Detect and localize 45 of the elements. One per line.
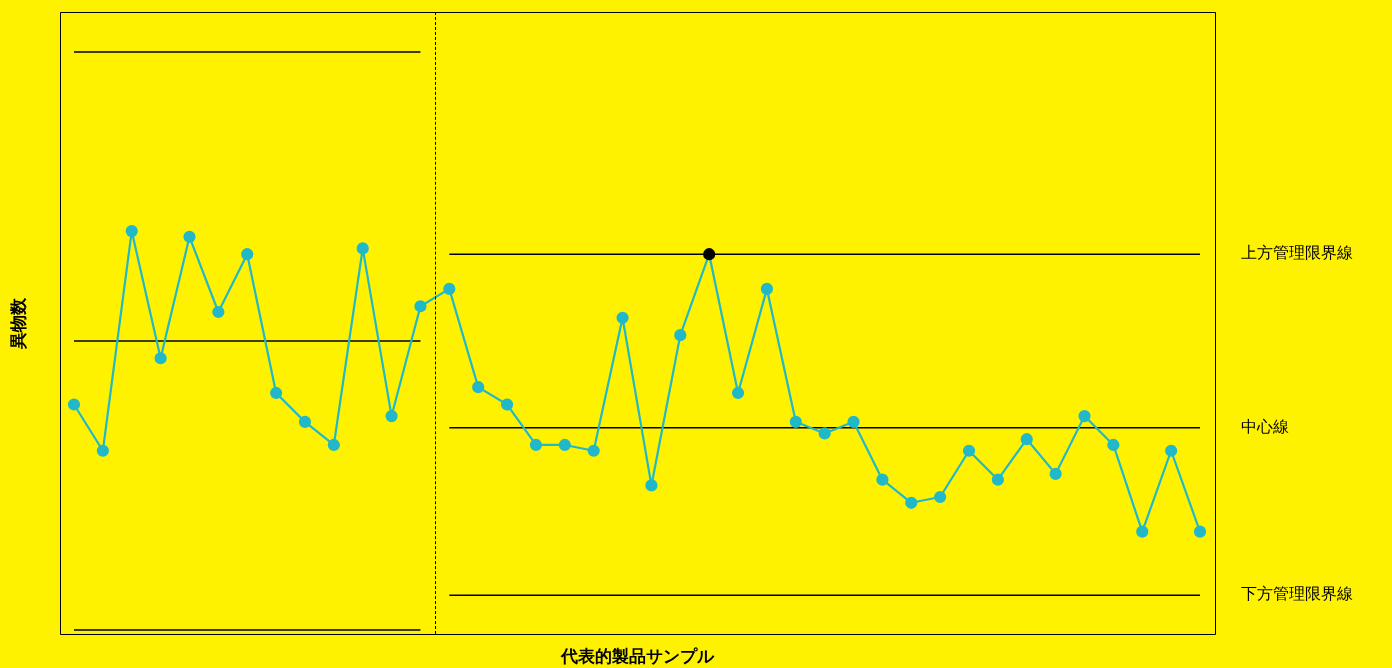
point — [818, 427, 831, 440]
point — [934, 490, 947, 504]
point — [443, 282, 456, 295]
point — [1136, 525, 1149, 538]
point — [558, 438, 571, 452]
y-axis-title: 異物数 — [8, 296, 29, 350]
x-axis-title: 代表的製品サンプル — [559, 646, 715, 667]
point — [298, 415, 312, 428]
point — [616, 311, 629, 324]
point — [414, 300, 427, 313]
point — [67, 398, 81, 411]
point — [1165, 444, 1178, 457]
point — [154, 352, 167, 365]
text: 上方管理限界線 — [1241, 243, 1354, 263]
point — [1193, 525, 1207, 538]
point — [472, 381, 485, 394]
point — [760, 282, 774, 295]
point — [991, 473, 1004, 486]
point — [789, 415, 802, 428]
point — [529, 438, 543, 452]
point — [876, 473, 889, 486]
point — [183, 230, 196, 243]
point — [847, 415, 860, 428]
point — [1078, 409, 1091, 423]
point — [1020, 433, 1033, 446]
point — [587, 444, 600, 457]
point — [270, 386, 283, 400]
point — [1107, 438, 1120, 452]
text: 中心線 — [1241, 416, 1290, 436]
point — [356, 242, 369, 255]
point — [1049, 467, 1062, 480]
text: 下方管理限界線 — [1241, 584, 1354, 604]
point — [905, 496, 918, 509]
point — [645, 479, 658, 492]
point — [327, 438, 340, 452]
point — [212, 305, 225, 319]
point — [962, 444, 976, 457]
point — [125, 224, 138, 238]
point — [500, 398, 514, 411]
point — [703, 248, 716, 261]
point — [385, 409, 398, 423]
point — [674, 329, 687, 342]
point — [731, 386, 745, 400]
point — [96, 444, 109, 457]
point — [241, 248, 254, 261]
